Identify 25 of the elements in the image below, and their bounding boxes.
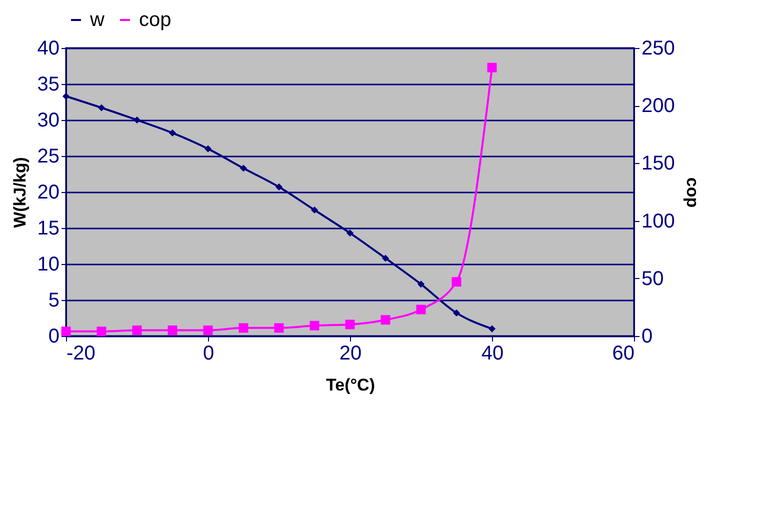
y-tick-label: 40 [37, 38, 60, 60]
y-tick-label: 20 [37, 182, 60, 204]
x-tick-label: 60 [612, 342, 634, 364]
y2-tick-label: 0 [642, 326, 653, 348]
y-axis-title: W(kJ/kg) [10, 157, 30, 228]
legend-label: cop [139, 9, 172, 31]
legend-label: w [89, 9, 105, 31]
y2-tick-label: 150 [642, 152, 675, 175]
y-tick-label: 25 [37, 146, 60, 168]
y-tick-label: 0 [48, 326, 60, 348]
x-tick-label: 40 [481, 342, 504, 364]
y2-tick-label: 200 [642, 95, 675, 118]
y2-tick-label: 250 [642, 38, 675, 60]
y-tick-label: 10 [37, 254, 60, 276]
y2-tick-label: 100 [642, 210, 675, 232]
y-tick-label: 15 [37, 218, 60, 240]
x-tick-label: 20 [339, 342, 362, 364]
x-tick-label: 0 [202, 342, 214, 364]
y-tick-label: 5 [48, 290, 60, 312]
y2-tick-label: 50 [642, 268, 664, 290]
x-tick-label: -20 [66, 342, 96, 364]
y-tick-label: 30 [37, 110, 60, 132]
x-axis-title: Te(°C) [326, 376, 375, 394]
y2-axis-title: cop [682, 177, 702, 208]
y-tick-label: 35 [37, 74, 60, 96]
